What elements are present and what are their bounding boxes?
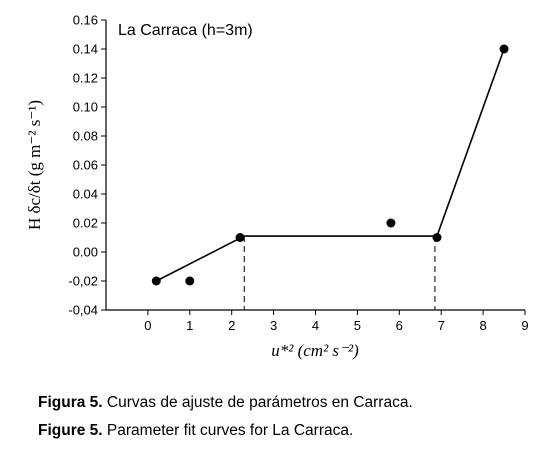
x-tick-label: 9 [521, 318, 528, 333]
y-axis-label: H δc/δt (g m⁻² s⁻¹) [25, 100, 44, 230]
fit-line [155, 48, 505, 282]
x-tick-label: 3 [270, 318, 277, 333]
annotation: La Carraca (h=3m) [118, 22, 253, 39]
x-tick-label: 1 [186, 318, 193, 333]
caption-text: Curvas de ajuste de parámetros en Carrac… [106, 394, 413, 411]
x-axis-label: u*² (cm² s⁻²) [271, 341, 359, 360]
data-point [235, 233, 245, 242]
y-tick-label: 0.06 [73, 158, 98, 173]
caption-label: Figure 5. [38, 422, 103, 439]
caption: Figura 5. Curvas de ajuste de parámetros… [38, 394, 413, 412]
x-tick-label: 8 [479, 318, 486, 333]
data-point [151, 276, 161, 286]
x-tick-label: 4 [312, 318, 319, 333]
y-tick-label: -0,02 [68, 274, 98, 289]
data-point [386, 218, 396, 228]
y-tick-label: 0.08 [73, 129, 98, 144]
data-point [499, 44, 509, 54]
x-tick-label: 0 [144, 318, 151, 333]
caption-text: Parameter fit curves for La Carraca. [106, 422, 354, 439]
x-tick-label: 5 [354, 318, 361, 333]
y-tick-label: 0.00 [73, 245, 98, 260]
caption: Figure 5. Parameter fit curves for La Ca… [38, 422, 353, 440]
y-tick-label: 0.14 [73, 42, 98, 57]
x-tick-label: 2 [228, 318, 235, 333]
data-point [432, 233, 442, 242]
y-tick-label: 0.10 [73, 100, 98, 115]
chart: La Carraca (h=3m) u*² (cm² s⁻²) H δc/δt … [25, 13, 529, 361]
x-tick-label: 7 [438, 318, 445, 333]
caption-label: Figura 5. [38, 394, 103, 411]
y-tick-label: 0.04 [73, 187, 98, 202]
y-tick-label: -0,04 [68, 303, 98, 318]
data-point [185, 276, 195, 286]
y-tick-label: 0.02 [73, 216, 98, 231]
y-tick-label: 0.12 [73, 71, 98, 86]
x-tick-label: 6 [396, 318, 403, 333]
y-tick-label: 0.16 [73, 13, 98, 28]
